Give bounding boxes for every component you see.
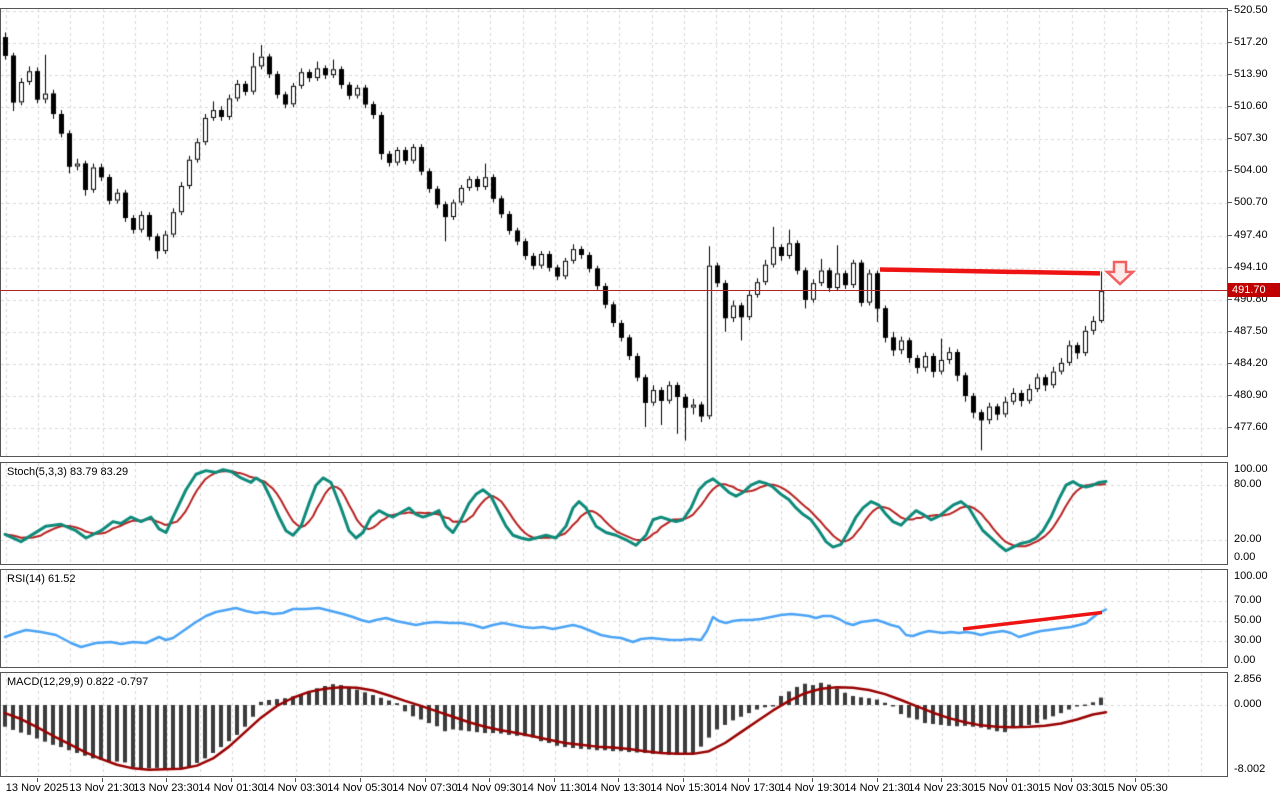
- price-tick: [1228, 395, 1232, 396]
- time-axis-label: 13 Nov 23:30: [133, 782, 199, 794]
- price-tick: [1228, 331, 1232, 332]
- rsi-axis-label: 100.00: [1234, 570, 1268, 582]
- time-tick: [425, 778, 426, 782]
- macd-axis: 2.856 0.000 -8.002: [1228, 672, 1280, 777]
- price-axis-label: 507.30: [1234, 132, 1268, 144]
- current-price-line[interactable]: [0, 290, 1228, 291]
- stochastic-axis-label: 0.00: [1234, 551, 1256, 563]
- rsi-annotation-layer: [962, 610, 1103, 631]
- time-tick: [166, 778, 167, 782]
- price-axis-label: 510.60: [1234, 100, 1268, 112]
- time-axis-label: 14 Nov 13:30: [585, 782, 651, 794]
- time-axis-label: 14 Nov 09:30: [456, 782, 522, 794]
- stochastic-axis: 100.00 80.00 20.00 0.00: [1228, 462, 1280, 565]
- time-tick: [877, 778, 878, 782]
- time-tick: [941, 778, 942, 782]
- price-tick: [1228, 202, 1232, 203]
- stochastic-axis-label: 20.00: [1234, 533, 1262, 545]
- resistance-trendline[interactable]: [879, 267, 1101, 276]
- price-tick: [1228, 235, 1232, 236]
- main-price-panel[interactable]: [0, 8, 1228, 457]
- time-tick: [1071, 778, 1072, 782]
- time-axis-label: 14 Nov 03:30: [262, 782, 328, 794]
- price-axis: 520.50 517.20 513.90 510.60 507.30 504.00 500.…: [1228, 4, 1280, 457]
- price-axis-label: 477.60: [1234, 421, 1268, 433]
- time-tick: [554, 778, 555, 782]
- rsi-axis: 100.00 70.00 50.00 30.00 0.00: [1228, 569, 1280, 668]
- price-tick: [1228, 170, 1232, 171]
- macd-axis-label: 2.856: [1234, 673, 1262, 685]
- rsi-canvas[interactable]: [1, 570, 1227, 667]
- price-tick: [1228, 299, 1232, 300]
- time-axis-label: 15 Nov 03:30: [1038, 782, 1104, 794]
- price-tick: [1228, 427, 1232, 428]
- rsi-axis-label: 30.00: [1234, 634, 1262, 646]
- rsi-label: RSI(14) 61.52: [7, 573, 76, 585]
- time-tick: [489, 778, 490, 782]
- time-axis-label: 14 Nov 05:30: [327, 782, 393, 794]
- stochastic-axis-label: 80.00: [1234, 478, 1262, 490]
- stochastic-axis-label: 100.00: [1234, 463, 1268, 475]
- time-axis-label: 13 Nov 2025: [5, 782, 69, 794]
- price-tick: [1228, 138, 1232, 139]
- time-tick: [360, 778, 361, 782]
- macd-label: MACD(12,29,9) 0.822 -0.797: [7, 676, 149, 688]
- time-tick: [748, 778, 749, 782]
- time-axis-label: 14 Nov 17:30: [715, 782, 781, 794]
- time-axis-label: 14 Nov 23:30: [908, 782, 974, 794]
- price-tick: [1228, 106, 1232, 107]
- price-axis-label: 494.10: [1234, 261, 1268, 273]
- sell-signal-arrow-icon[interactable]: [1103, 260, 1137, 286]
- time-tick: [1135, 778, 1136, 782]
- price-axis-label: 497.40: [1234, 229, 1268, 241]
- time-tick: [102, 778, 103, 782]
- price-axis-label: 513.90: [1234, 68, 1268, 80]
- current-price-badge: 491.70: [1228, 283, 1280, 297]
- rsi-axis-label: 70.00: [1234, 594, 1262, 606]
- time-axis-label: 14 Nov 21:30: [844, 782, 910, 794]
- time-axis-label: 14 Nov 11:30: [521, 782, 587, 794]
- price-axis-label: 517.20: [1234, 36, 1268, 48]
- time-axis: 13 Nov 2025 13 Nov 21:30 13 Nov 23:30 14 No…: [0, 778, 1280, 800]
- time-tick: [683, 778, 684, 782]
- price-axis-label: 504.00: [1234, 164, 1268, 176]
- time-axis-label: 14 Nov 15:30: [650, 782, 716, 794]
- price-tick: [1228, 74, 1232, 75]
- price-axis-label: 500.70: [1234, 196, 1268, 208]
- time-axis-label: 13 Nov 21:30: [69, 782, 135, 794]
- price-tick: [1228, 267, 1232, 268]
- stochastic-label: Stoch(5,3,3) 83.79 83.29: [7, 466, 129, 478]
- rsi-axis-label: 0.00: [1234, 654, 1256, 666]
- time-axis-label: 14 Nov 01:30: [198, 782, 264, 794]
- macd-axis-label: -8.002: [1234, 763, 1266, 775]
- stochastic-canvas[interactable]: [1, 463, 1227, 564]
- macd-canvas[interactable]: [1, 673, 1227, 776]
- time-tick: [295, 778, 296, 782]
- time-tick: [37, 778, 38, 782]
- macd-panel[interactable]: MACD(12,29,9) 0.822 -0.797: [0, 672, 1228, 777]
- rsi-axis-label: 50.00: [1234, 614, 1262, 626]
- price-tick: [1228, 10, 1232, 11]
- price-axis-label: 480.90: [1234, 389, 1268, 401]
- time-axis-label: 14 Nov 07:30: [392, 782, 458, 794]
- time-axis-label: 14 Nov 19:30: [779, 782, 845, 794]
- time-axis-label: 15 Nov 01:30: [973, 782, 1039, 794]
- price-tick: [1228, 42, 1232, 43]
- price-axis-label: 484.20: [1234, 357, 1268, 369]
- macd-axis-label: 0.000: [1234, 698, 1262, 710]
- price-axis-label: 520.50: [1234, 4, 1268, 16]
- stochastic-panel[interactable]: Stoch(5,3,3) 83.79 83.29: [0, 462, 1228, 565]
- time-tick: [618, 778, 619, 782]
- price-tick: [1228, 363, 1232, 364]
- time-tick: [231, 778, 232, 782]
- time-tick: [1006, 778, 1007, 782]
- time-tick: [812, 778, 813, 782]
- price-axis-label: 487.50: [1234, 325, 1268, 337]
- annotation-layer: [879, 260, 1137, 286]
- time-axis-label: 15 Nov 05:30: [1102, 782, 1168, 794]
- rsi-support-trendline[interactable]: [962, 610, 1103, 631]
- rsi-panel[interactable]: RSI(14) 61.52: [0, 569, 1228, 668]
- candlestick-canvas[interactable]: [1, 9, 1227, 456]
